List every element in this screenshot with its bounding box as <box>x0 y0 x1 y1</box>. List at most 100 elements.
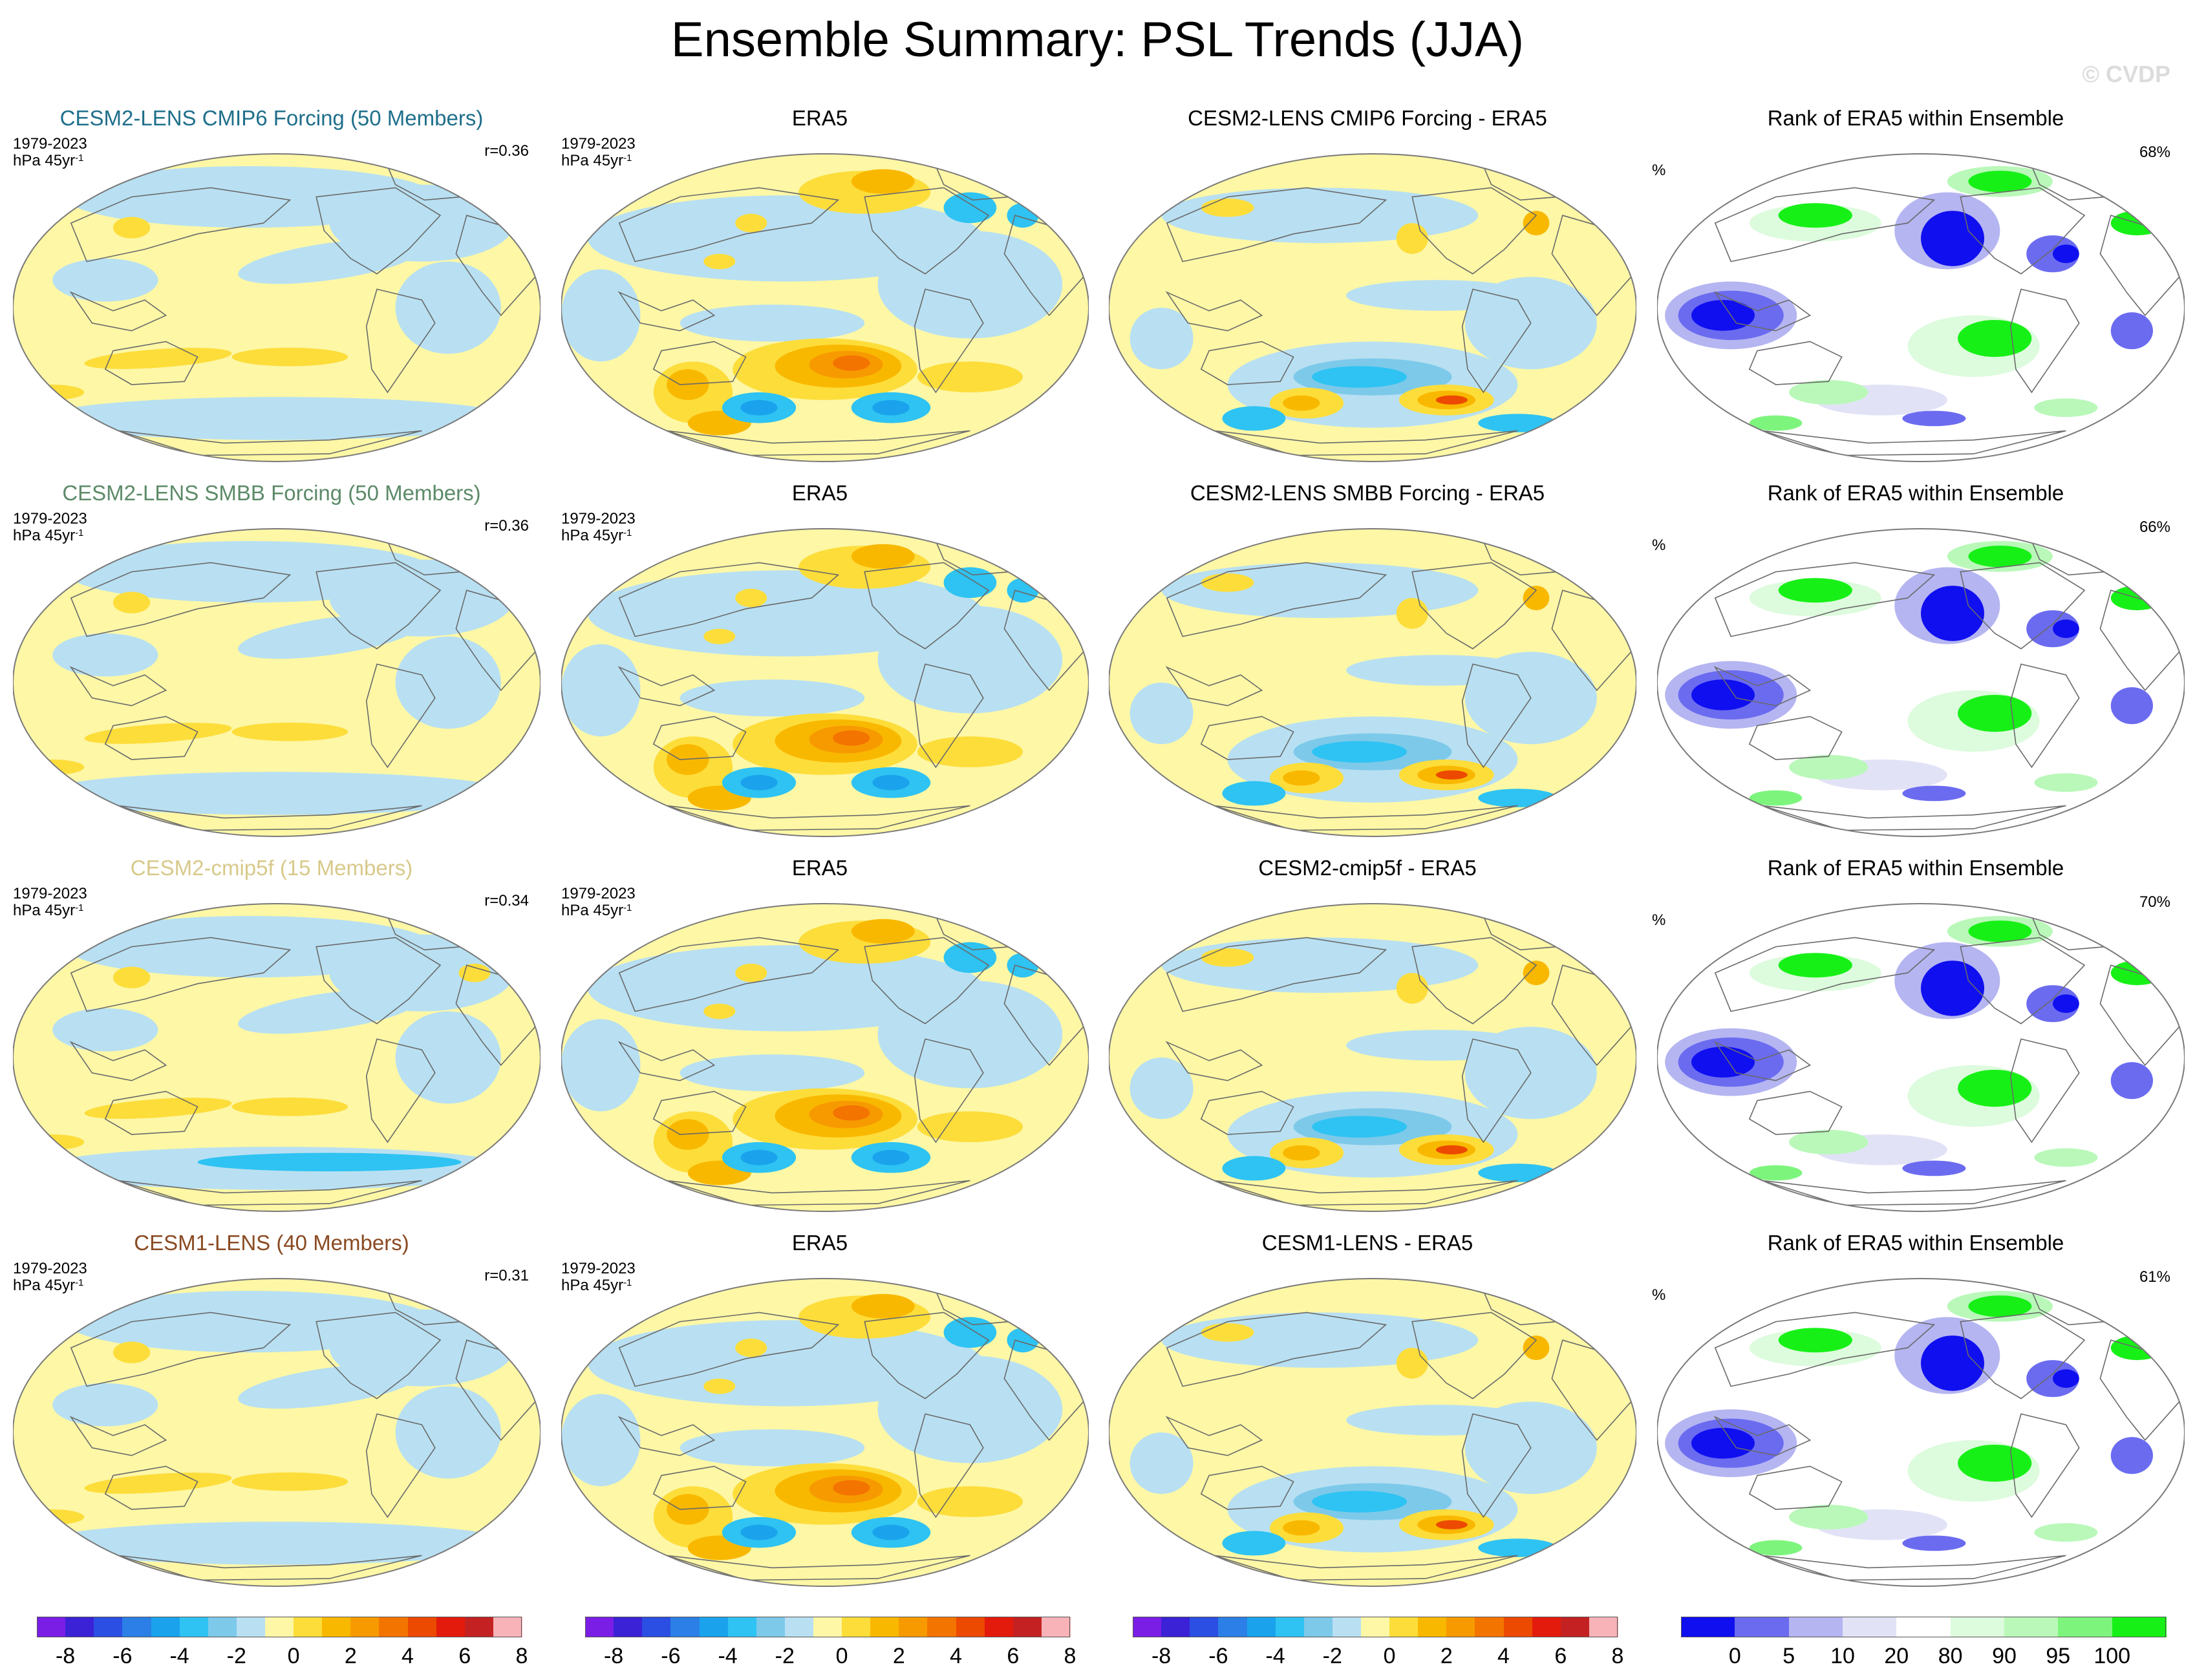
units-label: hPa 45yr-1 <box>13 527 84 544</box>
colorbar-swatch <box>1133 1617 1162 1637</box>
rank-percent-value: 70% <box>2139 893 2170 911</box>
colorbar-tick-label: 5 <box>1783 1644 1795 1668</box>
colorbar-tick-label: 100 <box>2093 1644 2131 1668</box>
panel-diff-row-1: CESM2-LENS CMIP6 Forcing - ERA5 <box>1096 106 1639 468</box>
panel-model-row-4: CESM1-LENS (40 Members) 1979-2023 hPa 45yr… <box>0 1231 543 1593</box>
diff-panel-title: CESM2-LENS CMIP6 Forcing - ERA5 <box>1188 106 1547 130</box>
panel-diff-row-2: CESM2-LENS SMBB Forcing - ERA5 <box>1096 481 1639 843</box>
colorbar-swatch <box>379 1617 409 1637</box>
colorbar-swatch <box>179 1617 209 1637</box>
percent-unit-label: % <box>1652 162 1666 179</box>
model-map <box>13 903 541 1212</box>
colorbar-tick-label: -8 <box>603 1644 624 1668</box>
diff-panel-title: CESM1-LENS - ERA5 <box>1261 1231 1473 1255</box>
colorbar-swatch <box>842 1617 871 1637</box>
colorbar-swatch <box>1532 1617 1561 1637</box>
diff-panel-title: CESM2-cmip5f - ERA5 <box>1258 856 1477 880</box>
colorbar-swatch <box>65 1617 94 1637</box>
colorbar-tick-label: 2 <box>344 1644 357 1668</box>
colorbar-swatch <box>1247 1617 1276 1637</box>
colorbar-tick-label: 8 <box>1064 1644 1076 1668</box>
colorbar-swatch <box>585 1617 614 1637</box>
rank-map <box>1657 903 2185 1212</box>
watermark: © CVDP <box>2082 61 2170 87</box>
colorbar-swatch <box>1896 1617 1951 1637</box>
colorbar-swatch <box>642 1617 671 1637</box>
panel-obs-row-4: ERA5 1979-2023 hPa 45yr-1 <box>548 1231 1091 1593</box>
period-label: 1979-2023 <box>13 1260 87 1277</box>
colorbar-tick-label: 4 <box>950 1644 962 1668</box>
colorbar-tick-label: 20 <box>1884 1644 1909 1668</box>
rank-map <box>1657 1278 2185 1587</box>
colorbar-swatch <box>927 1617 957 1637</box>
colorbar-swatch <box>727 1617 757 1637</box>
model-panel-title: CESM1-LENS (40 Members) <box>134 1231 409 1255</box>
colorbar-swatch <box>2112 1617 2167 1637</box>
colorbar-swatch <box>756 1617 786 1637</box>
colorbar-swatch <box>1735 1617 1790 1637</box>
colorbar-tick-label: 0 <box>1383 1644 1396 1668</box>
pattern-correlation: r=0.36 <box>484 142 529 160</box>
obs-panel-title: ERA5 <box>791 481 848 505</box>
colorbar-swatch <box>294 1617 323 1637</box>
units-label: hPa 45yr-1 <box>561 902 632 919</box>
colorbar-swatch <box>984 1617 1014 1637</box>
obs-map <box>561 1278 1089 1587</box>
colorbar-tick-label: -2 <box>775 1644 795 1668</box>
trend-colorbar-1: -8 -6 -4 -2 0 2 4 6 8 <box>37 1617 528 1668</box>
colorbar-tick-label: -8 <box>55 1644 76 1668</box>
colorbar-swatch <box>670 1617 700 1637</box>
rank-panel-title: Rank of ERA5 within Ensemble <box>1767 856 2064 880</box>
units-label: hPa 45yr-1 <box>13 902 84 919</box>
colorbar-swatch <box>122 1617 152 1637</box>
colorbar-swatch <box>1788 1617 1843 1637</box>
colorbar-tick-label: -6 <box>112 1644 133 1668</box>
percent-unit-label: % <box>1652 1286 1666 1304</box>
colorbar-tick-label: 0 <box>835 1644 848 1668</box>
rank-map <box>1657 153 2185 462</box>
colorbar-swatch <box>151 1617 180 1637</box>
panel-obs-row-3: ERA5 1979-2023 hPa 45yr-1 <box>548 856 1091 1218</box>
period-label: 1979-2023 <box>561 1260 636 1277</box>
colorbar-swatch <box>956 1617 985 1637</box>
colorbar-swatch <box>1475 1617 1504 1637</box>
colorbar-tick-label: 6 <box>1007 1644 1020 1668</box>
model-map <box>13 153 541 462</box>
colorbar-tick-label: 6 <box>458 1644 471 1668</box>
colorbar-swatch <box>1503 1617 1533 1637</box>
colorbar-tick-label: 80 <box>1938 1644 1963 1668</box>
colorbar-swatch <box>1041 1617 1071 1637</box>
colorbar-tick-label: 0 <box>1728 1644 1741 1668</box>
colorbar-tick-label: -2 <box>1322 1644 1342 1668</box>
colorbar-swatch <box>264 1617 294 1637</box>
rank-panel-title: Rank of ERA5 within Ensemble <box>1767 481 2064 505</box>
colorbar-swatch <box>236 1617 266 1637</box>
units-label: hPa 45yr-1 <box>13 152 84 169</box>
panel-rank-row-1: Rank of ERA5 within Ensemble% 68% <box>1644 106 2187 468</box>
colorbar-tick-label: 90 <box>1992 1644 2017 1668</box>
figure-title: Ensemble Summary: PSL Trends (JJA) <box>670 12 1525 67</box>
colorbar-swatch <box>1303 1617 1333 1637</box>
colorbar-swatch <box>1446 1617 1475 1637</box>
colorbar-swatch <box>1332 1617 1362 1637</box>
colorbar-swatch <box>813 1617 842 1637</box>
colorbar-swatch <box>1012 1617 1042 1637</box>
colorbar-swatch <box>464 1617 494 1637</box>
colorbar-swatch <box>2004 1617 2059 1637</box>
colorbar-tick-label: 2 <box>1440 1644 1453 1668</box>
panel-obs-row-2: ERA5 1979-2023 hPa 45yr-1 <box>548 481 1091 843</box>
model-map <box>13 1278 541 1587</box>
rank-percent-value: 61% <box>2139 1268 2170 1286</box>
colorbar-swatch <box>1190 1617 1219 1637</box>
colorbar-tick-label: -6 <box>661 1644 681 1668</box>
colorbar-tick-label: -8 <box>1151 1644 1172 1668</box>
panel-model-row-1: CESM2-LENS CMIP6 Forcing (50 Members) 197… <box>0 106 543 468</box>
colorbar-swatch <box>1360 1617 1390 1637</box>
colorbar-swatch <box>1389 1617 1419 1637</box>
rank-percent-value: 66% <box>2139 518 2170 536</box>
percent-unit-label: % <box>1652 537 1666 554</box>
rank-panel-title: Rank of ERA5 within Ensemble <box>1767 1231 2064 1255</box>
obs-panel-title: ERA5 <box>791 106 848 130</box>
rank-panel-title: Rank of ERA5 within Ensemble <box>1767 106 2064 130</box>
colorbar-swatch <box>1589 1617 1618 1637</box>
